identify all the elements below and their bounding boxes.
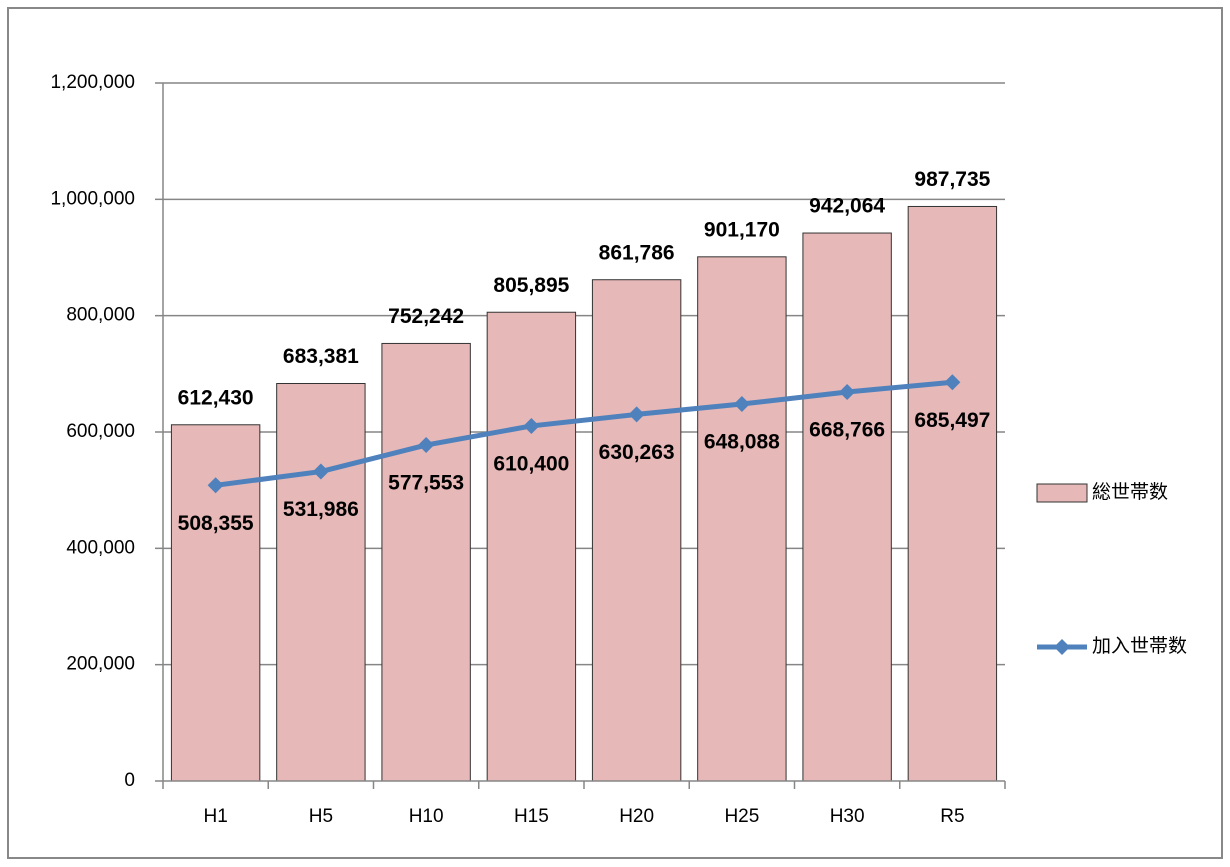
line-marker: [944, 374, 961, 391]
x-tick-label: H15: [514, 806, 549, 827]
legend-marker: [1054, 639, 1070, 655]
y-tick-label: 400,000: [66, 537, 135, 558]
line-marker: [207, 477, 224, 494]
line-value-label: 685,497: [914, 409, 990, 432]
bar: [486, 311, 577, 782]
bar: [276, 383, 366, 782]
bar: [591, 279, 682, 782]
x-tick-label: R5: [940, 806, 964, 827]
bar-value-label: 942,064: [809, 195, 885, 218]
y-tick-label: 600,000: [66, 421, 135, 442]
bar: [802, 232, 892, 782]
y-tick-label: 1,200,000: [50, 72, 135, 93]
bar: [907, 205, 998, 782]
line-marker: [312, 463, 329, 480]
x-tick-label: H25: [724, 806, 759, 827]
bar: [697, 256, 787, 782]
legend-swatch: [1036, 483, 1088, 503]
line-value-label: 648,088: [704, 431, 780, 454]
bar-value-label: 901,170: [704, 218, 780, 241]
line-marker: [628, 406, 645, 423]
legend-label: 加入世帯数: [1092, 635, 1187, 657]
legend-label: 総世帯数: [1092, 481, 1168, 503]
y-tick-label: 0: [124, 770, 135, 791]
line-value-label: 531,986: [283, 498, 359, 521]
y-tick-label: 1,000,000: [50, 188, 135, 209]
line-value-label: 610,400: [493, 452, 569, 475]
x-tick-label: H20: [619, 806, 654, 827]
x-tick-label: H1: [203, 806, 227, 827]
bar-value-label: 683,381: [283, 345, 359, 368]
line-value-label: 577,553: [388, 472, 464, 495]
line-marker: [839, 384, 856, 401]
line: [215, 379, 953, 488]
x-tick-label: H10: [409, 806, 444, 827]
y-tick-label: 800,000: [66, 305, 135, 326]
bar-value-label: 987,735: [914, 168, 990, 191]
line-value-label: 668,766: [809, 419, 885, 442]
line-marker: [523, 417, 540, 434]
x-tick-label: H5: [309, 806, 333, 827]
line-value-label: 508,355: [178, 512, 254, 535]
bar: [381, 342, 471, 782]
y-tick-label: 200,000: [66, 654, 135, 675]
line-value-label: 630,263: [599, 441, 675, 464]
line-marker: [733, 396, 750, 413]
bar-value-label: 752,242: [388, 305, 464, 328]
bar-value-label: 861,786: [599, 241, 675, 264]
line-marker: [418, 437, 435, 454]
bar-value-label: 612,430: [178, 386, 254, 409]
bar-value-label: 805,895: [493, 274, 569, 297]
x-tick-label: H30: [830, 806, 865, 827]
